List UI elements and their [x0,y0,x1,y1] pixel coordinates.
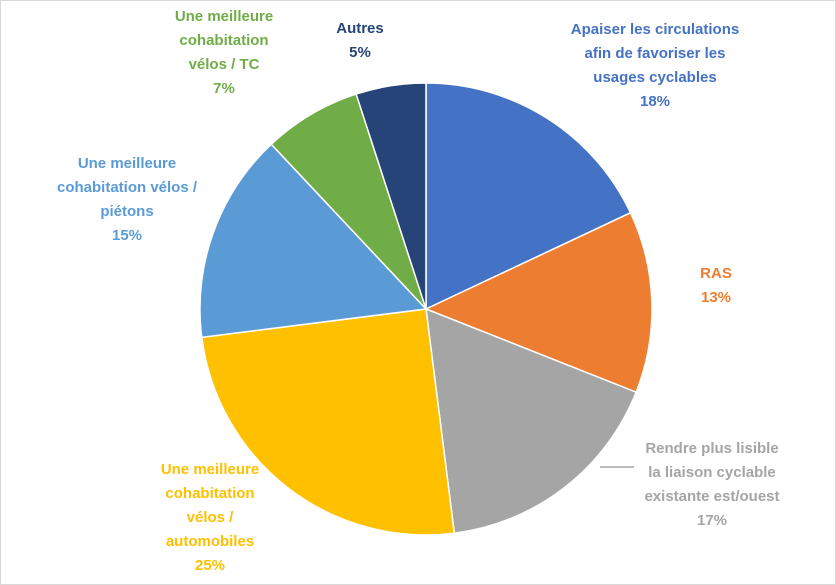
category-label: RAS [700,265,732,282]
pie-slice [200,308,456,536]
category-label: Autres [336,20,384,37]
pie-slice [425,82,632,311]
slice-label: RAS 13% [676,262,756,310]
value-label: 13% [700,289,732,306]
pie-slice [355,82,427,310]
slice-label: Autres 5% [320,17,400,65]
value-label: 5% [349,44,371,61]
value-label: 25% [194,557,226,574]
category-label: Une meilleure cohabitation vélos / autom… [160,461,260,550]
slice-label: Apaiser les circulations afin de favoris… [570,18,740,114]
pie-slice [425,307,638,535]
category-label: Apaiser les circulations afin de favoris… [570,21,740,86]
category-label: Rendre plus lisible la liaison cyclable … [644,440,780,505]
slice-label: Une meilleure cohabitation vélos / piéto… [47,152,207,248]
value-label: 18% [639,93,671,110]
value-label: 17% [696,512,728,529]
slice-label: Rendre plus lisible la liaison cyclable … [642,437,782,533]
pie-slice [199,143,428,339]
slice-label: Une meilleure cohabitation vélos / TC 7% [159,5,289,101]
pie-slice [424,211,653,394]
slice-label: Une meilleure cohabitation vélos / autom… [145,458,275,578]
value-label: 15% [111,227,143,244]
category-label: Une meilleure cohabitation vélos / TC [174,8,274,73]
value-label: 7% [213,80,235,97]
category-label: Une meilleure cohabitation vélos / piéto… [56,155,198,220]
